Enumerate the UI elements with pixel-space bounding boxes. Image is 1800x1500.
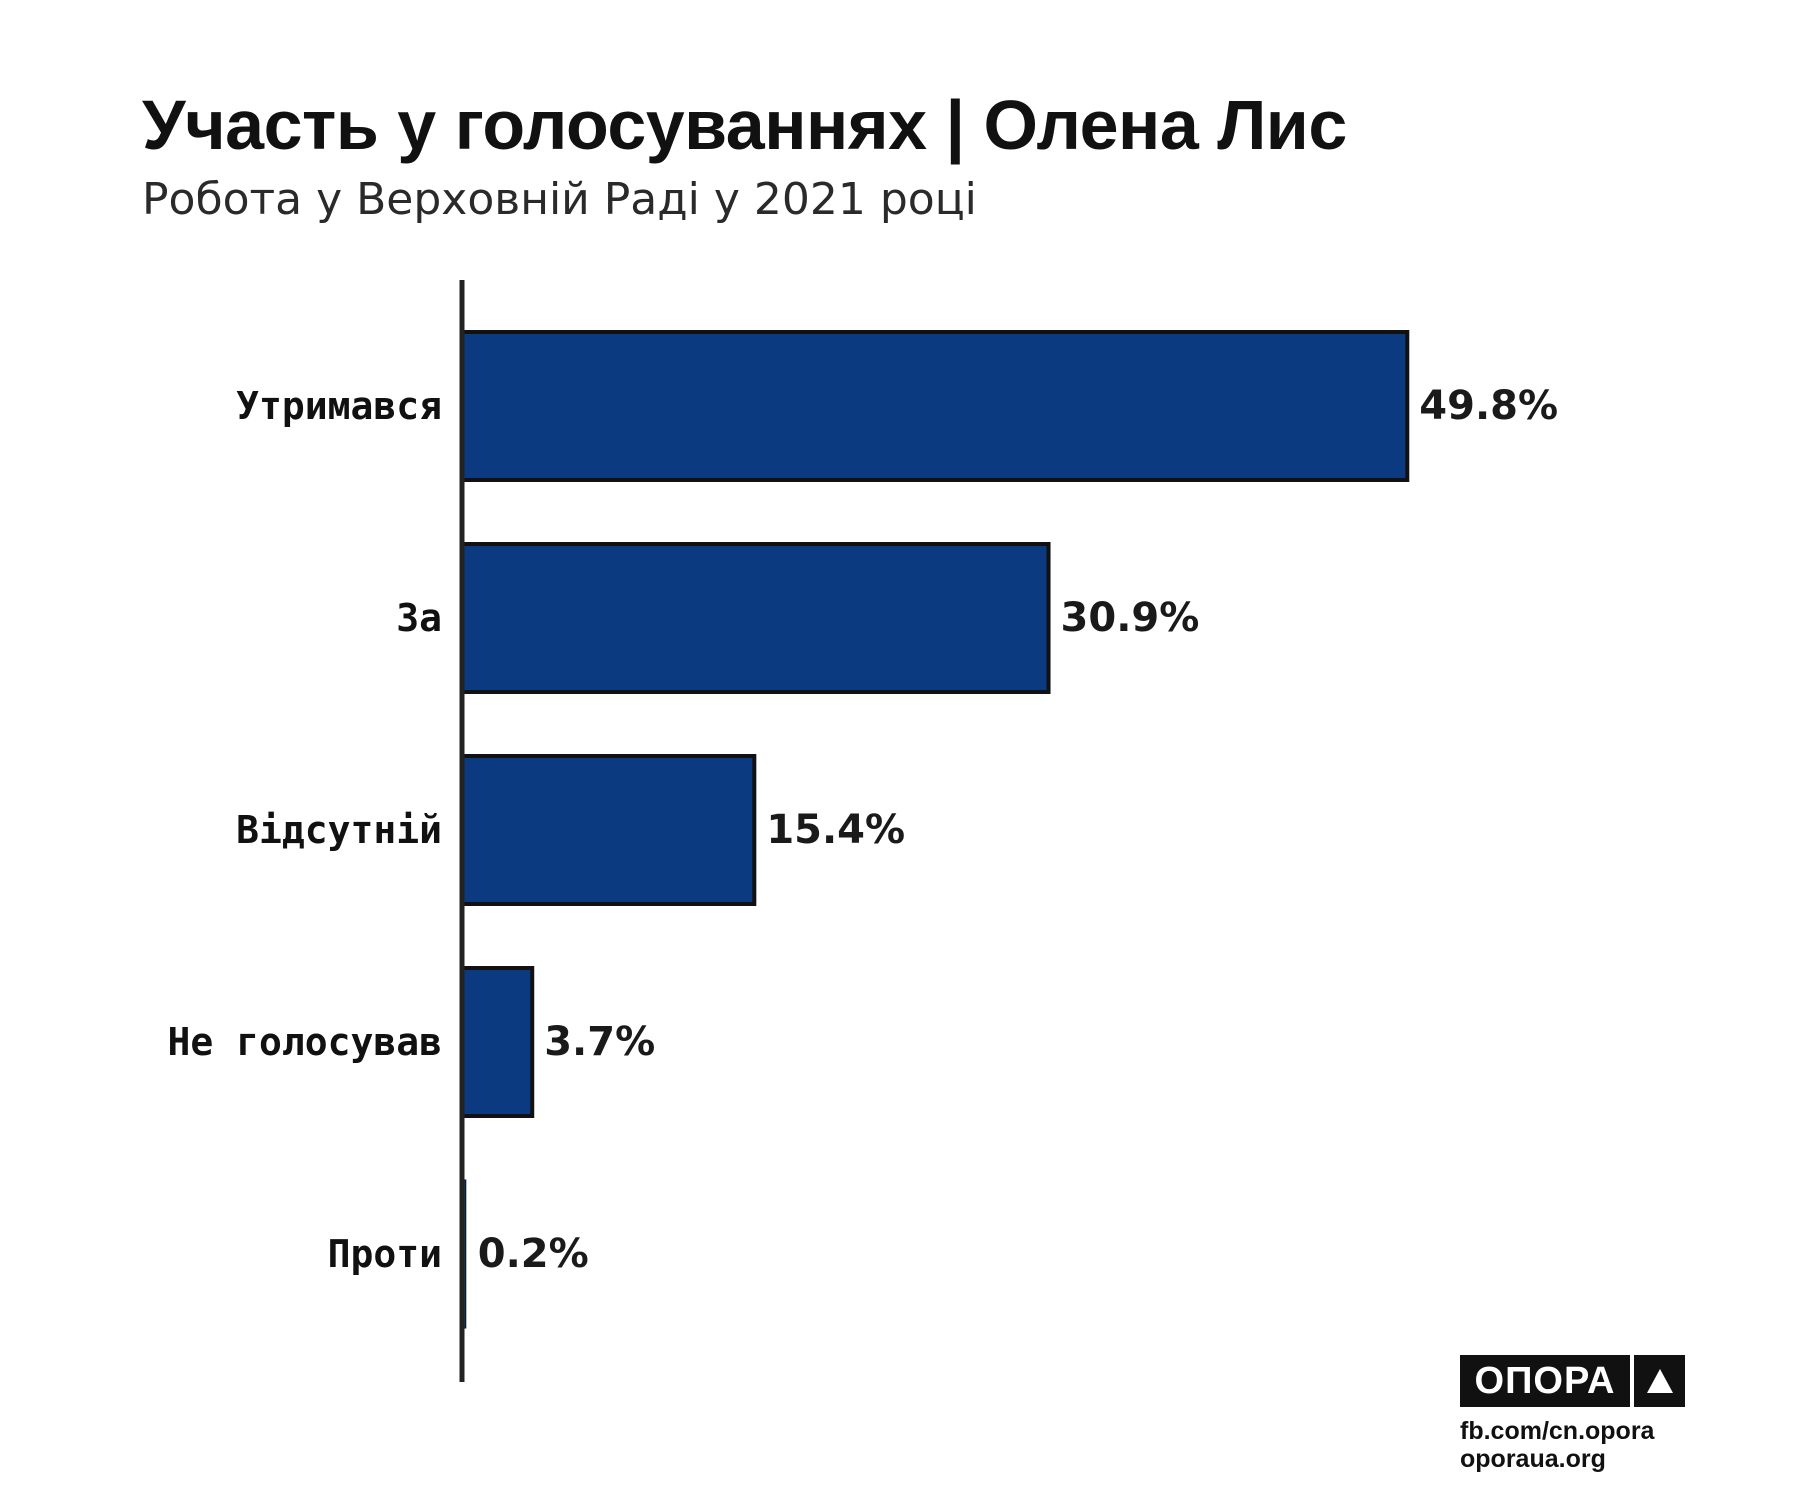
bar-4 [460, 966, 535, 1118]
category-label-3: Відсутній [236, 808, 442, 852]
category-label-4: Не голосував [167, 1020, 442, 1064]
bar-3 [460, 754, 757, 906]
bars-group [460, 330, 1410, 1329]
chart-subtitle: Робота у Верховній Раді у 2021 році [142, 174, 977, 225]
facebook-link[interactable]: fb.com/cn.opora [1460, 1417, 1655, 1445]
value-label-2: 30.9% [1061, 595, 1200, 641]
labels-group: Утримався 49.8% За 30.9% Відсутній 15.4% Не го… [167, 383, 1558, 1277]
opora-logo: ОПОРА fb.com/cn.opora oporaua.org [1460, 1355, 1685, 1473]
bar-1 [460, 330, 1410, 482]
logo-badge: ОПОРА [1460, 1355, 1685, 1407]
category-label-2: За [396, 596, 442, 640]
logo-text: ОПОРА [1460, 1355, 1630, 1407]
bar-2 [460, 542, 1051, 694]
category-label-5: Проти [328, 1232, 442, 1276]
value-label-3: 15.4% [766, 807, 905, 853]
value-label-1: 49.8% [1419, 383, 1558, 429]
value-label-5: 0.2% [478, 1231, 589, 1277]
triangle-icon [1634, 1355, 1685, 1407]
value-label-4: 3.7% [544, 1019, 655, 1065]
chart-title: Участь у голосуваннях | Олена Лис [142, 86, 1347, 164]
category-label-1: Утримався [236, 384, 442, 428]
website-link[interactable]: oporaua.org [1460, 1445, 1606, 1473]
